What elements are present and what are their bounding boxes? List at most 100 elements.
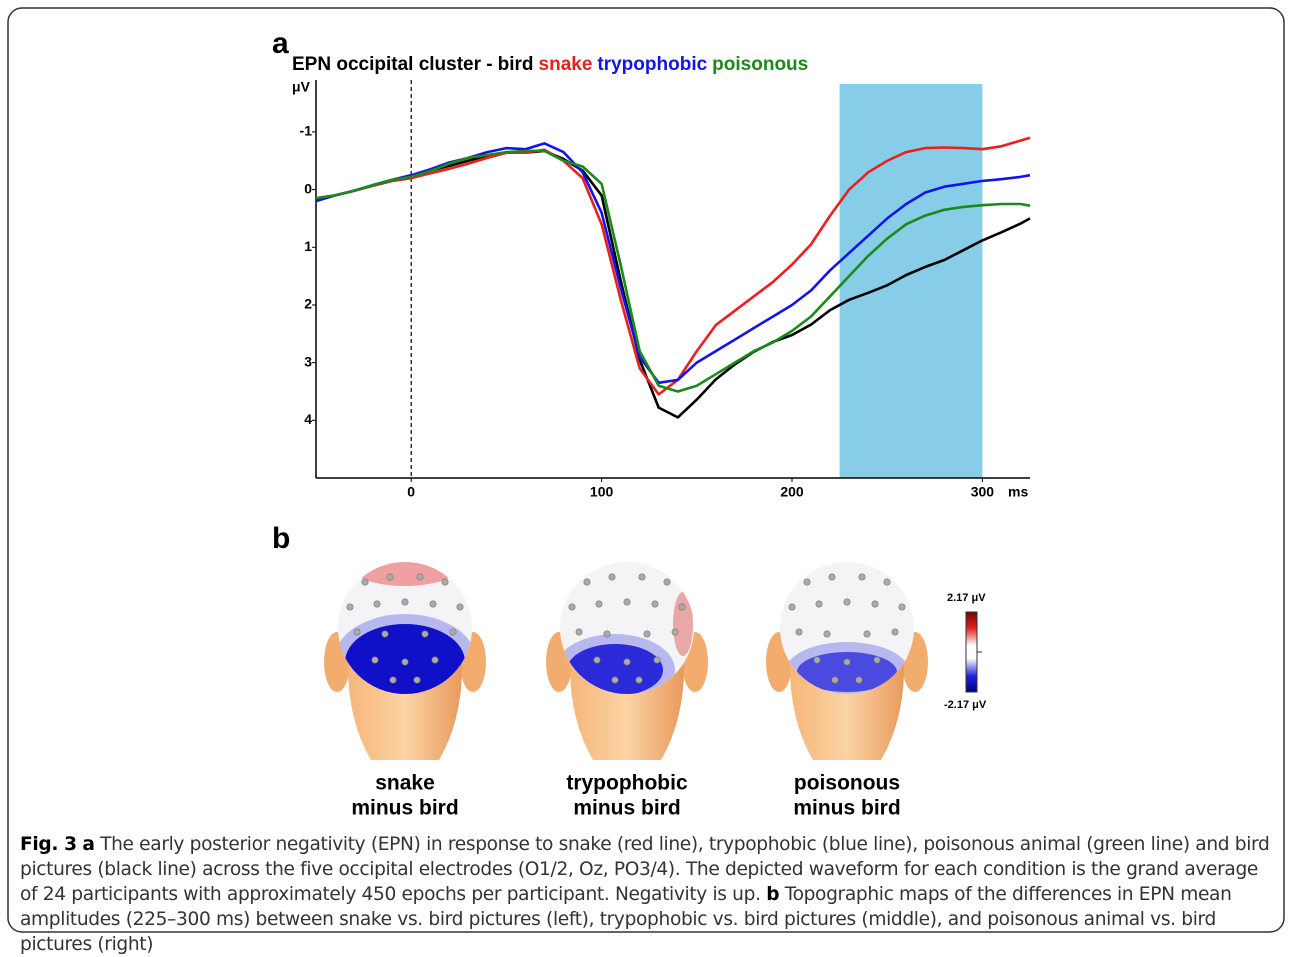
electrode [813,656,821,664]
electrode [389,676,397,684]
topomap-label: snake [375,772,435,795]
topomap-label: poisonous [794,772,900,795]
caption-b: b [766,884,780,905]
y-tick-label: 0 [304,180,312,196]
caption-text: The early posterior negativity (EPN) in … [20,834,1270,905]
legend-entry: trypophobic [597,54,707,75]
caption: Fig. 3 a The early posterior negativity … [20,832,1275,957]
x-tick-label: 100 [590,484,614,500]
electrode [416,573,424,581]
electrode [401,598,409,606]
electrode [623,598,631,606]
y-tick-label: 1 [304,238,312,254]
legend-entry: snake [539,54,593,75]
positive-region [355,562,455,586]
topomap [324,562,486,760]
figure-border [7,7,1285,933]
series-line [315,149,1031,393]
topomap [766,562,928,760]
electrode [823,630,831,638]
electrode [638,573,646,581]
topomap-label: minus bird [573,797,680,820]
electrode [431,656,439,664]
caption-a: a [82,834,95,855]
electrode [843,598,851,606]
electrode [815,600,823,608]
electrode [371,656,379,664]
electrode [855,676,863,684]
electrode [413,676,421,684]
electrode [456,603,464,611]
electrode [623,658,631,666]
legend-entry: poisonous [712,54,808,75]
electrode [593,656,601,664]
electrode [449,628,457,636]
electrode [568,603,576,611]
chart-title: EPN occipital cluster - [292,54,493,75]
electrode [883,578,891,586]
electrode [361,578,369,586]
electrode [635,676,643,684]
legend-entry: bird [498,54,534,75]
x-tick-label: 200 [780,484,804,500]
caption-fig: Fig. 3 [20,834,77,855]
x-tick-label: 300 [971,484,995,500]
panel-label: b [272,522,290,555]
electrode [858,573,866,581]
electrode [891,628,899,636]
electrode [828,573,836,581]
y-axis-label: μV [292,79,311,95]
topomap-label: minus bird [793,797,900,820]
electrode [898,603,906,611]
electrode [871,600,879,608]
electrode [608,573,616,581]
plot: -1 0 1 2 3 4 0 100 200 300 [300,80,1031,500]
caption-text: Topographic maps of the differences in E… [20,884,1232,955]
electrode [663,578,671,586]
electrode [429,600,437,608]
x-axis-label: ms [1008,484,1028,500]
x-tick-label: 0 [407,484,415,500]
y-tick-label: 2 [304,296,312,312]
topomap [546,562,708,760]
electrode [653,656,661,664]
electrode [346,603,354,611]
chart-title-group: EPN occipital cluster - bird snake trypopho… [292,54,808,75]
electrode [421,630,429,638]
electrode [381,630,389,638]
electrode [795,628,803,636]
electrode [788,603,796,611]
topomap-label: minus bird [351,797,458,820]
electrode [373,600,381,608]
electrode [583,578,591,586]
negative-region [797,652,897,692]
panel-label: a [272,27,289,60]
electrode [441,578,449,586]
electrode [595,600,603,608]
electrode [386,573,394,581]
electrode [831,676,839,684]
y-tick-label: -1 [300,123,313,139]
electrode [651,600,659,608]
colorbar-label: -2.17 μV [944,699,987,711]
y-tick-label: 4 [304,411,312,427]
electrode [843,658,851,666]
electrode [611,676,619,684]
positive-region [673,592,693,656]
electrode [575,628,583,636]
electrode [353,628,361,636]
electrode [671,628,679,636]
electrode [603,630,611,638]
electrode [863,630,871,638]
topomap-label: trypophobic [566,772,688,795]
electrode [643,630,651,638]
electrode [873,656,881,664]
highlight-window [839,84,983,478]
electrode [803,578,811,586]
y-tick-label: 3 [304,353,312,369]
colorbar [965,611,978,693]
colorbar-label: 2.17 μV [947,592,986,604]
